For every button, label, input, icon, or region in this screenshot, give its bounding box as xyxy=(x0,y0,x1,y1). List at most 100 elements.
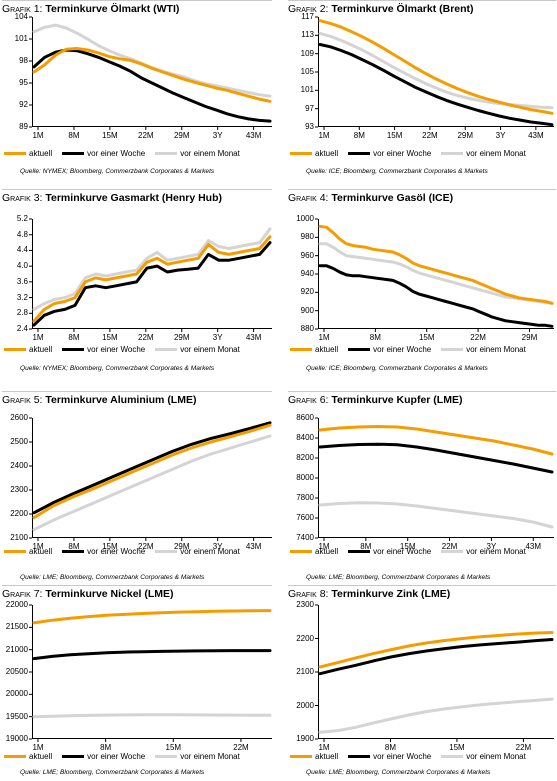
series-line-aktuell xyxy=(318,631,554,669)
series-line-aktuell xyxy=(318,224,554,305)
legend-swatch-woche xyxy=(348,152,371,156)
chart-source: Quelle: NYMEX; Bloomberg, Commerzbank Co… xyxy=(20,365,215,372)
legend-swatch-monat xyxy=(441,550,464,554)
chart-title: Grafik 7: Terminkurve Nickel (LME) xyxy=(2,588,174,600)
legend-swatch-aktuell xyxy=(4,755,26,759)
legend-item-aktuell: aktuell xyxy=(290,150,338,158)
chart-title-text: Terminkurve Ölmarkt (Brent) xyxy=(331,3,474,15)
legend-item-monat: vor einem Monat xyxy=(155,753,240,761)
y-tick-label: 105 xyxy=(300,67,314,76)
legend-swatch-monat xyxy=(441,152,464,156)
x-tick-label: 8M xyxy=(68,131,80,140)
x-tick-label: 1M xyxy=(32,743,44,752)
series-line-woche xyxy=(318,264,554,328)
x-tick-label: 43M xyxy=(528,131,544,140)
x-tick-label: 22M xyxy=(441,542,458,551)
chart-source: Quelle: LME; Bloomberg, Commerzbank Corp… xyxy=(306,574,491,581)
series-line-aktuell xyxy=(318,425,554,456)
y-tick-label: 101 xyxy=(300,85,314,95)
plot-area xyxy=(29,16,272,130)
chart-source: Quelle: LME; Bloomberg, Commerzbank Corp… xyxy=(20,574,205,581)
legend-swatch-woche xyxy=(62,152,85,156)
y-tick-label: 2100 xyxy=(10,533,28,542)
x-tick-label: 15M xyxy=(102,131,118,140)
y-tick-label: 2100 xyxy=(296,667,314,676)
legend-item-aktuell: aktuell xyxy=(290,346,338,354)
legend-label: aktuell xyxy=(29,345,53,354)
x-tick-label: 8M xyxy=(369,333,381,342)
y-tick-label: 95 xyxy=(19,78,28,87)
x-tick-label: 8M xyxy=(100,743,112,752)
y-tick-label: 8200 xyxy=(296,453,314,462)
legend-item-monat: vor einem Monat xyxy=(441,346,526,354)
y-tick-label: 1900 xyxy=(296,734,314,743)
y-tick-label: 960 xyxy=(300,250,314,260)
chart-title-text: Terminkurve Zink (LME) xyxy=(331,588,451,600)
x-tick-label: 22M xyxy=(138,542,154,551)
legend-item-woche: vor einer Woche xyxy=(348,753,431,761)
legend-swatch-woche xyxy=(62,755,85,759)
x-tick-label: 22M xyxy=(515,743,532,752)
legend-label: vor einem Monat xyxy=(466,752,526,761)
legend-label: vor einem Monat xyxy=(180,345,240,354)
plot-svg xyxy=(29,604,272,742)
x-tick-label: 3Y xyxy=(212,542,223,551)
legend-item-aktuell: aktuell xyxy=(290,753,338,761)
panel-top-rule xyxy=(2,585,272,586)
chart-legend: aktuell vor einer Woche vor einem Monat xyxy=(290,150,536,158)
chart-panel-8: Grafik 8: Terminkurve Zink (LME) 2300 2200… xyxy=(288,585,556,781)
x-tick-label: 15M xyxy=(102,542,118,551)
panel-top-rule xyxy=(2,0,272,1)
x-tick-label: 8M xyxy=(360,542,372,551)
series-line-monat xyxy=(32,23,272,98)
legend-swatch-monat xyxy=(441,755,464,759)
y-tick-label: 940 xyxy=(300,269,314,278)
chart-panel-2: Grafik 2: Terminkurve Ölmarkt (Brent) 117… xyxy=(288,0,556,180)
series-line-aktuell xyxy=(32,235,272,323)
legend-item-monat: vor einem Monat xyxy=(441,548,526,556)
chart-title: Grafik 2: Terminkurve Ölmarkt (Brent) xyxy=(288,3,474,15)
chart-title-text: Terminkurve Gasöl (ICE) xyxy=(331,192,454,204)
series-line-woche xyxy=(32,241,272,327)
y-tick-label: 4.0 xyxy=(16,261,28,271)
legend-label: vor einem Monat xyxy=(466,345,526,354)
x-tick-label: 3Y xyxy=(486,542,497,551)
y-tick-label: 1000 xyxy=(296,214,314,223)
chart-title-text: Terminkurve Ölmarkt (WTI) xyxy=(45,3,180,15)
plot-area xyxy=(29,604,272,742)
x-tick-label: 15M xyxy=(165,743,182,752)
series-line-aktuell xyxy=(32,47,272,103)
y-tick-label: 19000 xyxy=(5,734,28,743)
legend-item-woche: vor einer Woche xyxy=(62,346,145,354)
legend-label: vor einer Woche xyxy=(373,345,432,354)
legend-swatch-monat xyxy=(441,348,464,352)
legend-item-woche: vor einer Woche xyxy=(62,150,145,158)
legend-item-monat: vor einem Monat xyxy=(155,346,240,354)
legend-swatch-woche xyxy=(62,348,85,352)
plot-area xyxy=(315,218,554,332)
y-tick-label: 97 xyxy=(305,103,314,113)
chart-title-prefix: Grafik 8: xyxy=(288,588,332,600)
panel-top-rule xyxy=(2,391,272,392)
y-tick-label: 2200 xyxy=(296,633,314,643)
chart-legend: aktuell vor einer Woche vor einem Monat xyxy=(290,346,536,354)
x-tick-label: 1M xyxy=(32,542,44,551)
y-tick-label: 22000 xyxy=(5,600,28,609)
legend-label: vor einer Woche xyxy=(373,547,432,556)
legend-item-aktuell: aktuell xyxy=(4,548,52,556)
x-tick-label: 1M xyxy=(318,333,330,342)
series-line-woche xyxy=(318,638,554,676)
x-tick-label: 8M xyxy=(353,131,365,140)
chart-title-prefix: Grafik 7: xyxy=(2,588,46,600)
y-tick-label: 113 xyxy=(301,30,314,40)
series-line-woche xyxy=(32,649,272,661)
y-tick-label: 117 xyxy=(301,12,314,21)
x-tick-label: 3Y xyxy=(495,131,506,140)
y-tick-label: 2000 xyxy=(296,700,314,710)
legend-item-aktuell: aktuell xyxy=(4,150,52,158)
x-tick-label: 22M xyxy=(138,131,154,140)
y-tick-label: 4.8 xyxy=(16,229,28,239)
x-tick-label: 15M xyxy=(386,131,403,140)
x-tick-label: 43M xyxy=(245,131,262,140)
legend-swatch-aktuell xyxy=(290,348,312,352)
